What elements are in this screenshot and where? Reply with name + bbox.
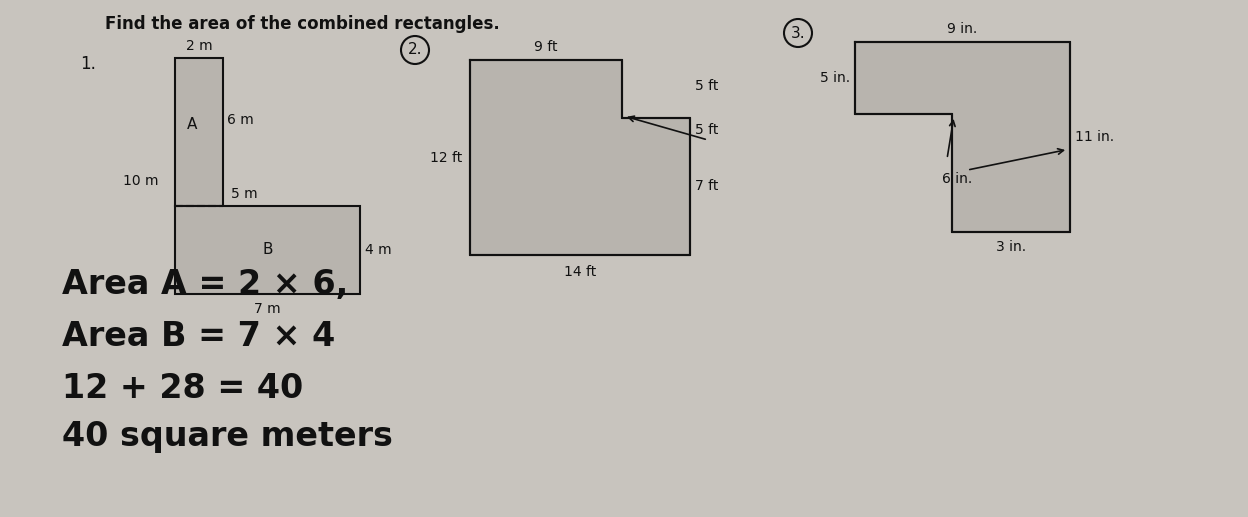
Text: 6 m: 6 m (227, 113, 253, 127)
Text: 2.: 2. (408, 42, 422, 57)
Text: 6 in.: 6 in. (942, 172, 972, 186)
Text: 12 + 28 = 40: 12 + 28 = 40 (62, 372, 303, 405)
Text: 7 ft: 7 ft (695, 179, 719, 193)
Text: 3.: 3. (791, 25, 805, 40)
Bar (175, 206, 359, 294)
Text: 2 m: 2 m (186, 39, 212, 53)
Text: 9 in.: 9 in. (947, 22, 977, 36)
Text: 5 m: 5 m (231, 187, 257, 201)
Polygon shape (855, 42, 1070, 232)
Text: 14 ft: 14 ft (564, 265, 597, 279)
Text: 5 ft: 5 ft (695, 123, 719, 137)
Text: 11 in.: 11 in. (1075, 130, 1114, 144)
Text: 9 ft: 9 ft (534, 40, 558, 54)
Polygon shape (470, 60, 690, 255)
Text: 7 m: 7 m (255, 302, 281, 316)
Text: Find the area of the combined rectangles.: Find the area of the combined rectangles… (105, 15, 499, 33)
Text: 10 m: 10 m (124, 174, 158, 188)
Text: B: B (262, 242, 273, 257)
Text: 3 in.: 3 in. (996, 240, 1026, 254)
Text: Area A = 2 × 6,: Area A = 2 × 6, (62, 268, 348, 301)
Text: 5 in.: 5 in. (820, 71, 850, 85)
Text: 40 square meters: 40 square meters (62, 420, 393, 453)
Text: 12 ft: 12 ft (429, 150, 462, 164)
Text: A: A (187, 117, 197, 132)
Text: 5 ft: 5 ft (695, 79, 719, 93)
Bar (175, 58, 223, 206)
Text: 4 m: 4 m (364, 243, 392, 257)
Text: 1.: 1. (80, 55, 96, 73)
Text: Area B = 7 × 4: Area B = 7 × 4 (62, 320, 336, 353)
